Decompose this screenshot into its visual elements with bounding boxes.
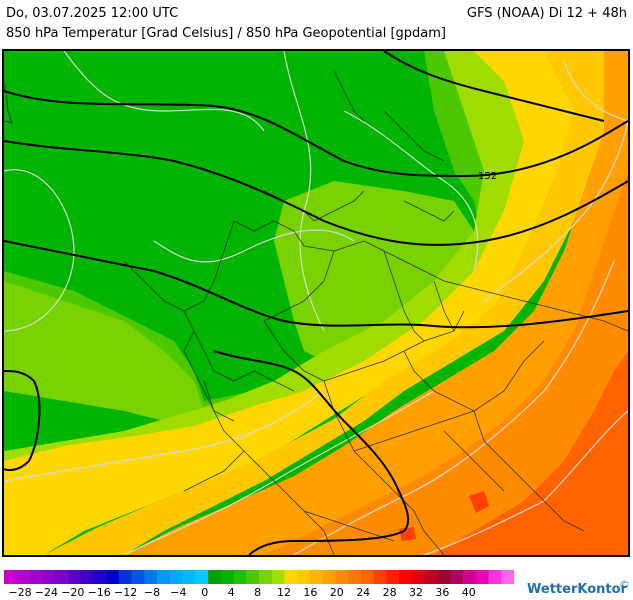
temp-zone-deep-orange: [264, 171, 628, 555]
legend-tick-label: 0: [201, 586, 209, 599]
temp-zone-red-orange: [434, 351, 628, 555]
legend-swatch: [80, 570, 94, 584]
legend-tick-label: 20: [329, 586, 344, 599]
map-canvas: 152: [4, 51, 628, 555]
legend-tick-label: 12: [277, 586, 291, 599]
legend-swatch: [220, 570, 234, 584]
temp-zone-light-orange: [44, 51, 628, 555]
legend-swatch: [322, 570, 336, 584]
legend-tick-label: 24: [356, 586, 371, 599]
legend-swatch: [450, 570, 464, 584]
legend-swatch: [67, 570, 81, 584]
legend-swatch: [373, 570, 387, 584]
legend-swatch: [284, 570, 298, 584]
legend-swatch: [233, 570, 247, 584]
legend-swatch: [106, 570, 120, 584]
legend-tick-label: −20: [61, 586, 85, 599]
legend-swatch: [182, 570, 196, 584]
legend-tick-label: −4: [170, 586, 187, 599]
isotherm-lines: [4, 51, 628, 555]
legend-tick-label: 32: [409, 586, 423, 599]
copyright-mark: ©: [619, 578, 630, 591]
model-run-label: GFS (NOAA) Di 12 + 48h: [466, 6, 627, 21]
color-scale-bar: [4, 570, 514, 584]
temp-zone-yellow: [4, 51, 628, 555]
legend-swatch: [93, 570, 107, 584]
legend-swatch: [348, 570, 362, 584]
legend-tick-label: 28: [382, 586, 397, 599]
legend-tick-label: −16: [87, 586, 111, 599]
legend-swatch: [437, 570, 451, 584]
legend-swatch: [42, 570, 56, 584]
legend-swatch: [361, 570, 375, 584]
contour-label: 152: [478, 171, 497, 182]
legend-swatch: [29, 570, 43, 584]
legend-swatch: [55, 570, 69, 584]
legend-tick-label: 16: [303, 586, 318, 599]
legend-swatch: [297, 570, 311, 584]
legend-tick-label: −24: [34, 586, 58, 599]
temp-zone-yellow-green: [4, 281, 204, 421]
country-borders: [4, 70, 628, 555]
legend-swatch: [16, 570, 30, 584]
legend-tick-label: 40: [461, 586, 476, 599]
temp-zone-hotspot-2: [399, 527, 416, 541]
legend-swatch: [501, 570, 514, 584]
legend-tick-label: −28: [8, 586, 32, 599]
legend-swatch: [424, 570, 438, 584]
geopotential-contours: [4, 51, 628, 555]
legend-swatch: [195, 570, 209, 584]
legend-swatch: [208, 570, 222, 584]
legend-tick-label: 36: [435, 586, 450, 599]
color-scale-legend: [4, 570, 514, 584]
legend-swatch: [399, 570, 413, 584]
legend-swatch: [463, 570, 477, 584]
legend-swatch: [118, 570, 132, 584]
legend-swatch: [488, 570, 502, 584]
legend-swatch: [386, 570, 400, 584]
legend-swatch: [310, 570, 324, 584]
forecast-datetime: Do, 03.07.2025 12:00 UTC: [6, 6, 179, 21]
legend-swatch: [157, 570, 171, 584]
brand-logo[interactable]: WetterKontor: [527, 582, 627, 597]
legend-tick-label: 8: [254, 586, 262, 599]
temperature-map[interactable]: 152: [2, 49, 630, 557]
legend-swatch: [259, 570, 273, 584]
legend-tick-label: 4: [227, 586, 235, 599]
legend-swatch: [271, 570, 285, 584]
legend-swatch: [169, 570, 183, 584]
legend-swatch: [4, 570, 18, 584]
legend-tick-label: −12: [113, 586, 138, 599]
legend-swatch: [131, 570, 145, 584]
parameter-description: 850 hPa Temperatur [Grad Celsius] / 850 …: [6, 26, 447, 41]
legend-swatch: [412, 570, 426, 584]
temp-zone-hotspot: [469, 491, 489, 513]
legend-swatch: [335, 570, 349, 584]
legend-swatch: [475, 570, 489, 584]
legend-tick-label: −8: [143, 586, 161, 599]
legend-swatch: [144, 570, 158, 584]
legend-swatch: [246, 570, 260, 584]
